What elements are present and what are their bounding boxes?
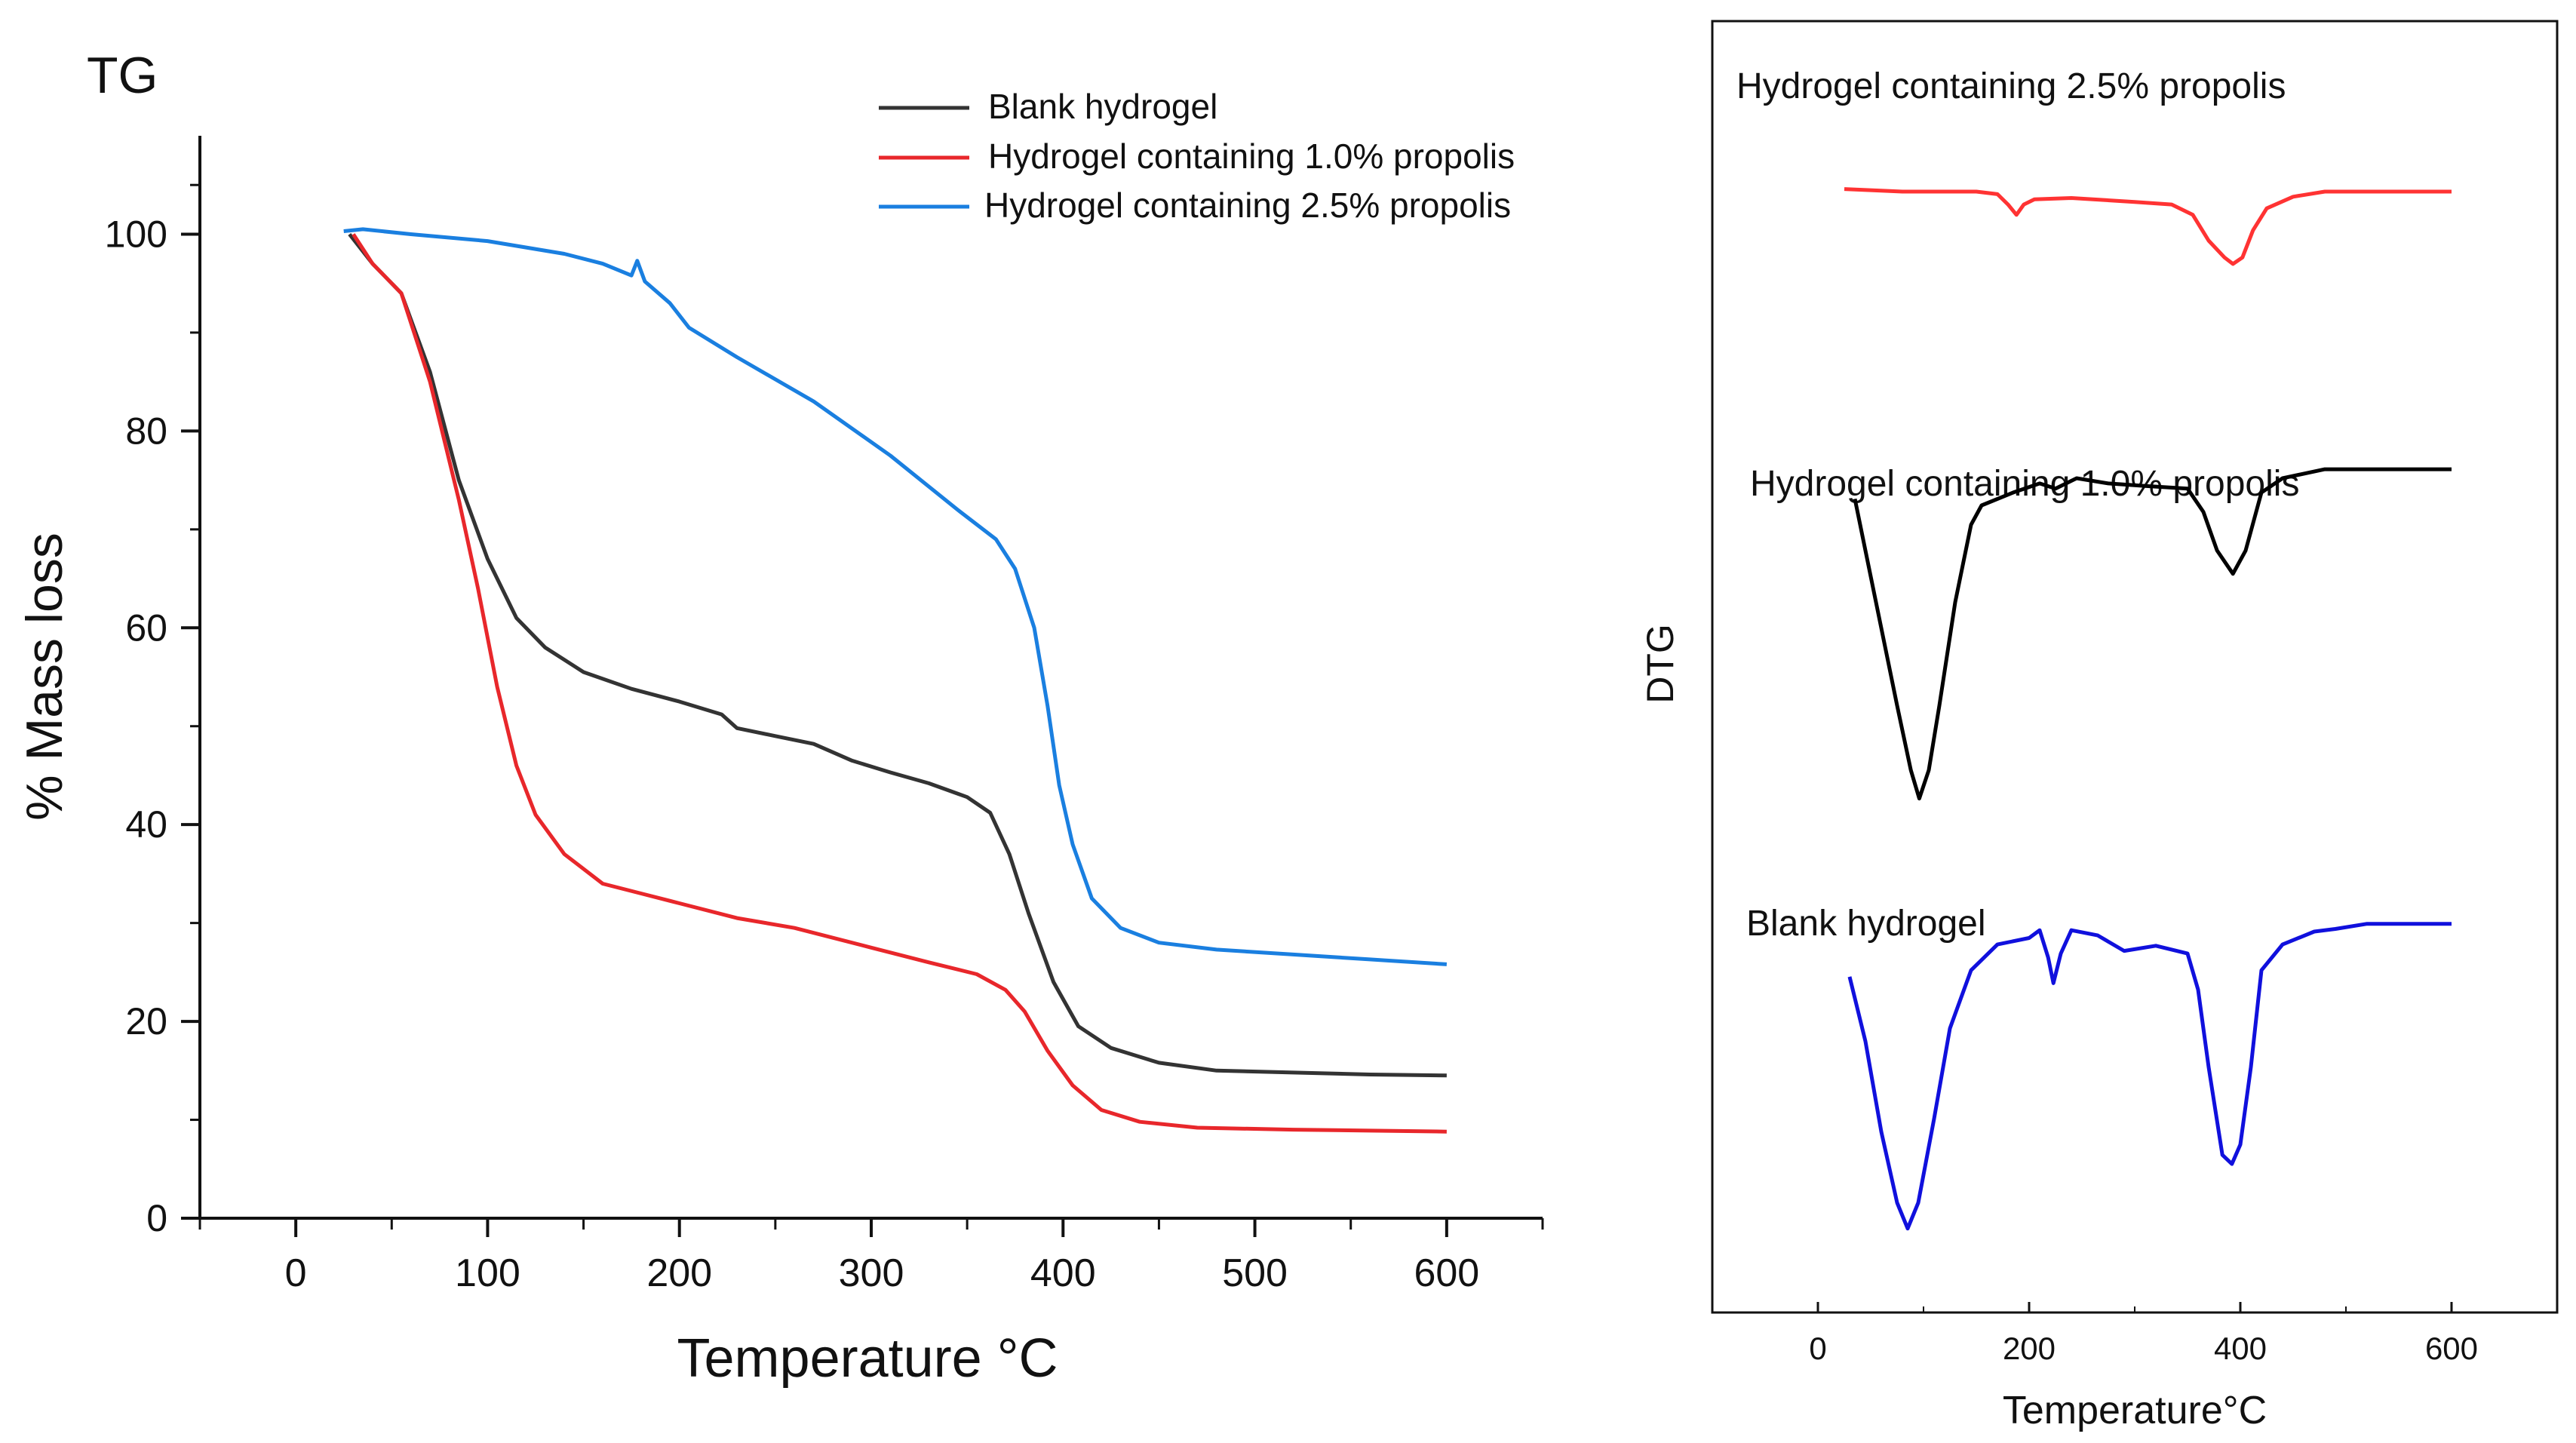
dtg-frame xyxy=(1711,20,2559,1314)
tg-y-tick-label-20: 20 xyxy=(125,1000,167,1042)
legend-label-hydrogel-2-5-propolis: Hydrogel containing 2.5% propolis xyxy=(984,186,1511,225)
tg-x-tick-label-300: 300 xyxy=(839,1251,904,1295)
tg-y-tick-label-40: 40 xyxy=(125,803,167,846)
tg-series-group xyxy=(343,227,1448,1134)
tg-y-axis: 0 20 40 60 80 100 xyxy=(105,136,201,1239)
dtg-series-line-hydrogel-containing-2-5-propolis xyxy=(1844,187,2452,266)
tg-y-tick-label-100: 100 xyxy=(105,213,167,255)
tg-panel: TG 0 20 40 60 80 100 0 100 200 300 400 500 600 % Ma… xyxy=(16,47,1544,1389)
legend-label-blank-hydrogel: Blank hydrogel xyxy=(988,87,1217,126)
tg-y-tick-label-0: 0 xyxy=(146,1197,167,1239)
tg-x-tick-label-500: 500 xyxy=(1222,1251,1288,1295)
tg-series-line-hydrogel-containing-1-0-propolis xyxy=(352,233,1447,1134)
dtg-x-tick-label-0: 0 xyxy=(1809,1331,1826,1366)
dtg-x-tick-label-400: 400 xyxy=(2214,1331,2267,1366)
dtg-panel: 0 200 400 600 DTG Temperature°C Hydrogel co… xyxy=(1639,20,2559,1432)
dtg-x-tick-label-200: 200 xyxy=(2003,1331,2056,1366)
dtg-series-line-hydrogel-containing-1-0-propolis xyxy=(1853,467,2452,801)
legend-entry-blank-hydrogel: Blank hydrogel xyxy=(879,87,1217,126)
tg-x-axis-title: Temperature °C xyxy=(677,1328,1058,1389)
dtg-y-axis-title: DTG xyxy=(1639,624,1681,704)
tg-panel-label: TG xyxy=(87,47,158,104)
tg-y-axis-title: % Mass loss xyxy=(16,533,73,821)
tg-x-tick-label-100: 100 xyxy=(455,1251,520,1295)
dtg-label-hydrogel-2-5-propolis: Hydrogel containing 2.5% propolis xyxy=(1736,66,2286,106)
tg-x-axis: 0 100 200 300 400 500 600 xyxy=(198,1217,1544,1295)
legend-label-hydrogel-1-0-propolis: Hydrogel containing 1.0% propolis xyxy=(988,137,1515,176)
tg-x-tick-label-0: 0 xyxy=(285,1251,307,1295)
tg-y-ticks: 0 20 40 60 80 100 xyxy=(105,183,200,1239)
dtg-x-tick-label-600: 600 xyxy=(2425,1331,2478,1366)
dtg-series-line-blank-hydrogel xyxy=(1847,922,2452,1231)
dtg-label-hydrogel-1-0-propolis: Hydrogel containing 1.0% propolis xyxy=(1750,464,2299,504)
legend-entry-hydrogel-2-5-propolis: Hydrogel containing 2.5% propolis xyxy=(879,186,1511,225)
dtg-x-axis-title: Temperature°C xyxy=(2003,1389,2267,1432)
dtg-label-blank-hydrogel: Blank hydrogel xyxy=(1746,904,1986,944)
tg-series-line-blank-hydrogel xyxy=(348,232,1447,1078)
tg-x-tick-label-400: 400 xyxy=(1030,1251,1096,1295)
tg-x-ticks: 0 100 200 300 400 500 600 xyxy=(198,1218,1544,1295)
tg-y-tick-label-60: 60 xyxy=(125,606,167,649)
legend-entry-hydrogel-1-0-propolis: Hydrogel containing 1.0% propolis xyxy=(879,137,1515,176)
dtg-series-group xyxy=(1844,187,2452,1231)
tg-legend: Blank hydrogel Hydrogel containing 1.0% … xyxy=(879,87,1515,225)
tg-x-tick-label-600: 600 xyxy=(1414,1251,1479,1295)
tg-y-tick-label-80: 80 xyxy=(125,410,167,452)
dtg-x-ticks: 0 200 400 600 xyxy=(1712,1302,2558,1366)
tg-x-tick-label-200: 200 xyxy=(646,1251,712,1295)
tg-series-line-hydrogel-containing-2-5-propolis xyxy=(343,227,1448,966)
